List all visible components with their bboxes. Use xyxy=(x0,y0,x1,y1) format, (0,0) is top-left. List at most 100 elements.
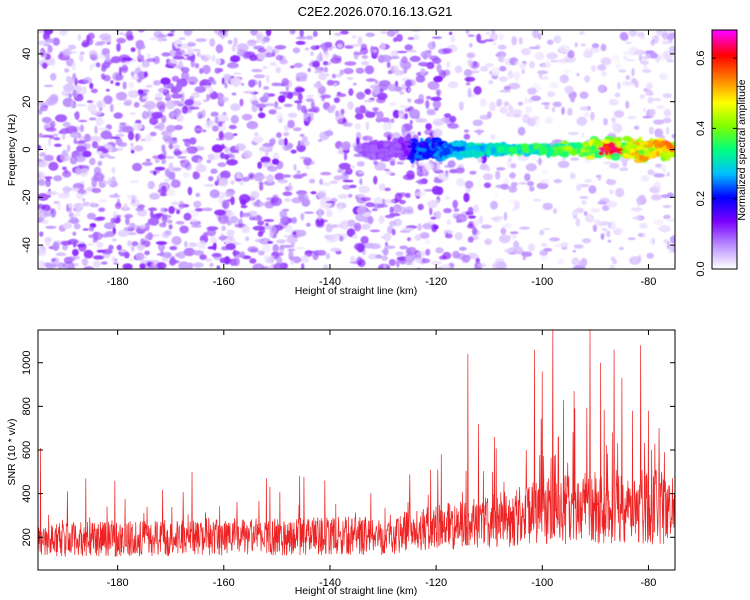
noise-blob xyxy=(179,225,189,234)
x-tick-label: -160 xyxy=(213,577,235,589)
snr-series-line xyxy=(38,330,675,557)
noise-blob xyxy=(67,44,77,50)
noise-blob xyxy=(202,207,213,212)
noise-blob xyxy=(183,247,195,257)
noise-blob xyxy=(337,43,343,48)
noise-blob xyxy=(98,127,110,131)
noise-blob xyxy=(101,62,111,69)
noise-blob xyxy=(388,220,397,227)
noise-blob xyxy=(191,92,200,99)
colorbar-step xyxy=(712,125,737,129)
noise-blob xyxy=(449,31,453,36)
noise-blob xyxy=(624,41,633,45)
colorbar-step xyxy=(712,31,737,35)
noise-blob xyxy=(165,155,175,159)
noise-blob xyxy=(146,182,152,188)
noise-blob xyxy=(170,30,175,34)
colorbar-step xyxy=(712,261,737,264)
noise-blob xyxy=(392,109,400,119)
noise-blob xyxy=(618,69,627,73)
noise-blob xyxy=(218,214,230,225)
noise-blob xyxy=(485,63,494,68)
noise-blob xyxy=(260,156,271,164)
noise-blob xyxy=(435,186,444,196)
colorbar-step xyxy=(712,153,737,157)
noise-blob xyxy=(310,101,315,109)
noise-blob xyxy=(405,262,414,266)
noise-blob xyxy=(301,263,305,269)
noise-blob xyxy=(464,76,476,82)
noise-blob xyxy=(134,145,144,152)
noise-blob xyxy=(110,80,114,84)
noise-blob xyxy=(100,130,112,140)
noise-blob xyxy=(188,242,198,248)
noise-blob xyxy=(290,65,295,69)
noise-blob xyxy=(464,129,469,133)
noise-blob xyxy=(140,238,146,246)
noise-blob xyxy=(45,191,58,196)
noise-blob xyxy=(96,216,106,221)
noise-blob xyxy=(150,210,154,219)
noise-blob xyxy=(121,57,133,62)
noise-blob xyxy=(427,221,435,225)
noise-blob xyxy=(199,254,207,260)
noise-blob xyxy=(444,195,450,200)
noise-blob xyxy=(356,137,360,146)
noise-blob xyxy=(215,138,225,141)
noise-blob xyxy=(214,30,221,35)
noise-blob xyxy=(257,250,265,256)
noise-blob xyxy=(233,133,238,136)
noise-blob xyxy=(226,159,238,166)
noise-blob xyxy=(224,82,228,89)
noise-blob xyxy=(166,188,176,197)
noise-blob xyxy=(116,37,126,44)
noise-blob xyxy=(240,204,248,209)
noise-blob xyxy=(266,74,270,84)
noise-blob xyxy=(326,209,333,218)
noise-blob xyxy=(403,65,408,74)
noise-blob xyxy=(489,101,496,112)
noise-blob xyxy=(76,146,87,152)
noise-blob xyxy=(426,111,436,116)
noise-blob xyxy=(265,46,274,53)
noise-blob xyxy=(67,219,80,224)
noise-blob xyxy=(38,248,47,257)
y-tick-label: 400 xyxy=(21,484,33,502)
colorbar-tick-label: 0.4 xyxy=(695,121,707,136)
noise-blob xyxy=(272,194,279,198)
noise-blob xyxy=(300,105,307,113)
noise-blob xyxy=(209,189,220,199)
noise-blob xyxy=(83,76,93,84)
signal-blob xyxy=(487,149,491,155)
noise-blob xyxy=(385,241,388,247)
noise-blob xyxy=(401,125,406,135)
colorbar-step xyxy=(712,111,737,115)
noise-blob xyxy=(614,227,626,235)
noise-blob xyxy=(281,78,290,87)
noise-blob xyxy=(182,172,191,178)
noise-blob xyxy=(634,80,639,88)
x-tick-label: -80 xyxy=(641,577,657,589)
noise-blob xyxy=(619,32,629,41)
noise-blob xyxy=(315,217,325,227)
noise-blob xyxy=(211,144,223,153)
noise-blob xyxy=(101,52,107,56)
noise-blob xyxy=(466,52,476,59)
colorbar-step xyxy=(712,243,737,246)
noise-blob xyxy=(207,153,215,161)
noise-blob xyxy=(68,211,74,219)
noise-blob xyxy=(382,198,386,207)
noise-blob xyxy=(649,90,654,96)
noise-blob xyxy=(416,250,428,257)
noise-blob xyxy=(60,240,72,246)
signal-blob xyxy=(418,154,423,159)
noise-blob xyxy=(662,93,672,99)
noise-blob xyxy=(362,135,373,141)
noise-blob xyxy=(209,38,216,47)
colorbar-step xyxy=(712,265,737,268)
signal-blob xyxy=(421,152,431,160)
noise-blob xyxy=(214,116,219,124)
colorbar-step xyxy=(712,83,737,87)
noise-blob xyxy=(153,170,157,176)
noise-blob xyxy=(130,71,135,77)
